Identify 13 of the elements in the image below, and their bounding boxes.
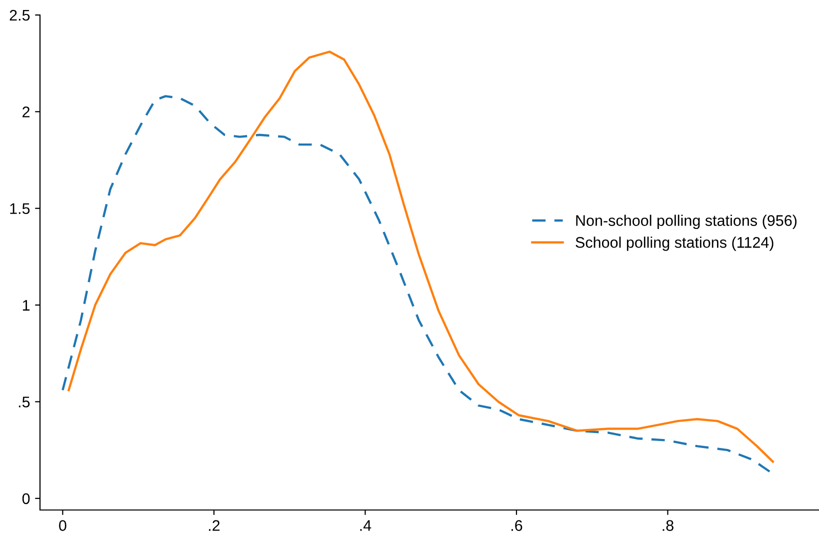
x-tick-label: 0 [59, 520, 66, 531]
x-tick-label: .6 [512, 520, 522, 531]
y-tick-label: 1.5 [10, 203, 30, 214]
legend-label: Non-school polling stations (956) [576, 214, 797, 229]
y-tick-label: 2.5 [10, 10, 30, 21]
x-tick-label: .2 [208, 520, 220, 531]
x-tick-label: .8 [662, 520, 674, 531]
y-tick-label: 0 [22, 493, 30, 504]
y-tick-label: 1 [22, 300, 30, 311]
x-tick-label: .4 [360, 520, 372, 531]
y-tick-label: 2 [22, 106, 30, 118]
legend-label: School polling stations (1124) [576, 236, 774, 251]
y-tick-label: .5 [18, 396, 30, 408]
